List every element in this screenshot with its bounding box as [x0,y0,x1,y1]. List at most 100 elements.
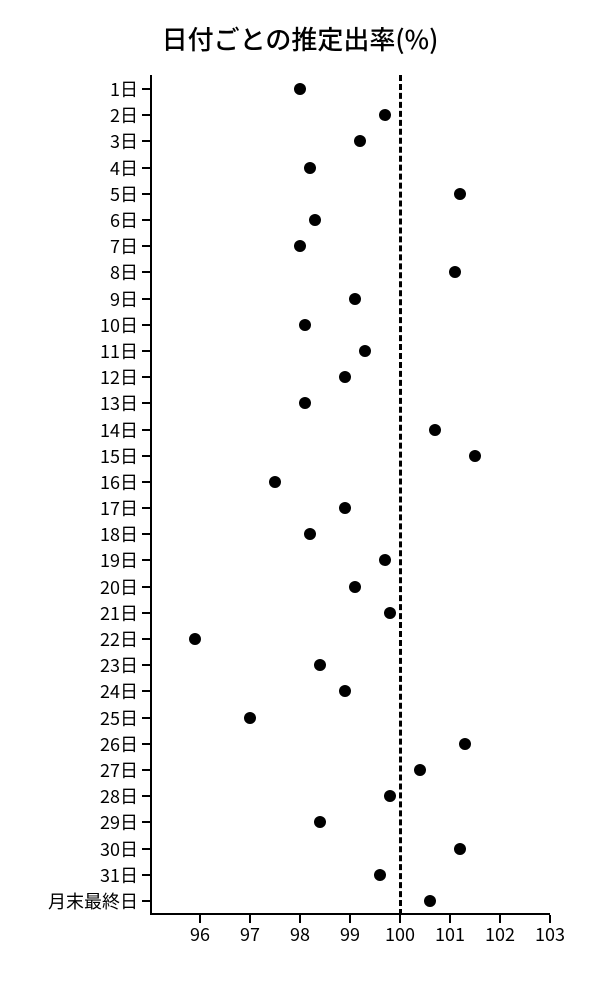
y-tick [142,271,150,273]
y-tick [142,743,150,745]
data-point [379,554,391,566]
data-point [339,502,351,514]
y-tick [142,193,150,195]
y-tick-label: 6日 [110,207,138,233]
data-point [424,895,436,907]
data-point [469,450,481,462]
y-tick-label: 26日 [100,731,138,757]
y-tick-label: 31日 [100,862,138,888]
y-tick [142,821,150,823]
data-point [299,319,311,331]
y-tick [142,140,150,142]
data-point [414,764,426,776]
data-point [314,816,326,828]
y-tick-label: 12日 [100,364,138,390]
y-tick [142,350,150,352]
y-tick [142,298,150,300]
x-tick-label: 100 [385,921,415,947]
plot-area: 96979899100101102103 [150,75,550,915]
data-point [454,188,466,200]
y-tick-label: 3日 [110,128,138,154]
data-point [339,371,351,383]
data-point [294,83,306,95]
data-point [359,345,371,357]
x-tick-label: 101 [435,921,465,947]
data-point [189,633,201,645]
y-tick [142,219,150,221]
y-tick-label: 8日 [110,259,138,285]
y-tick-label: 11日 [100,338,138,364]
data-point [314,659,326,671]
y-tick [142,717,150,719]
y-tick-label: 15日 [100,443,138,469]
y-tick [142,88,150,90]
y-tick-label: 30日 [100,836,138,862]
y-tick-label: 1日 [110,76,138,102]
chart-title: 日付ごとの推定出率(%) [0,20,600,57]
y-tick [142,533,150,535]
data-point [459,738,471,750]
data-point [309,214,321,226]
y-tick [142,324,150,326]
data-point [384,607,396,619]
y-tick-label: 24日 [100,678,138,704]
data-point [454,843,466,855]
x-tick-label: 97 [240,921,260,947]
y-tick [142,402,150,404]
x-tick-label: 102 [485,921,515,947]
y-tick-label: 10日 [100,312,138,338]
x-tick-label: 96 [190,921,210,947]
y-tick-label: 22日 [100,626,138,652]
x-tick-label: 103 [535,921,565,947]
data-point [299,397,311,409]
y-tick-label: 7日 [110,233,138,259]
data-point [339,685,351,697]
reference-line [399,75,402,915]
x-tick-label: 98 [290,921,310,947]
y-tick [142,114,150,116]
data-point [374,869,386,881]
x-tick-label: 99 [340,921,360,947]
y-tick-label: 4日 [110,155,138,181]
y-tick [142,559,150,561]
y-tick-label: 13日 [100,390,138,416]
y-tick-label: 23日 [100,652,138,678]
y-tick-label: 17日 [100,495,138,521]
y-tick [142,376,150,378]
y-tick [142,900,150,902]
y-tick-label: 9日 [110,286,138,312]
data-point [384,790,396,802]
y-tick-label: 14日 [100,417,138,443]
y-tick-label: 18日 [100,521,138,547]
y-tick-label: 2日 [110,102,138,128]
y-tick [142,481,150,483]
y-tick [142,848,150,850]
data-point [354,135,366,147]
data-point [429,424,441,436]
data-point [379,109,391,121]
chart-container: 日付ごとの推定出率(%) 96979899100101102103 1日2日3日… [0,0,600,1000]
y-tick [142,455,150,457]
y-tick [142,638,150,640]
data-point [244,712,256,724]
data-point [304,162,316,174]
data-point [294,240,306,252]
y-tick-label: 28日 [100,783,138,809]
y-tick-label: 20日 [100,574,138,600]
y-tick-label: 29日 [100,809,138,835]
data-point [349,293,361,305]
data-point [449,266,461,278]
y-tick [142,429,150,431]
y-tick-label: 月末最終日 [48,888,138,914]
y-tick-label: 25日 [100,705,138,731]
y-tick [142,795,150,797]
data-point [349,581,361,593]
y-tick [142,167,150,169]
y-tick [142,586,150,588]
y-tick [142,874,150,876]
y-tick-label: 19日 [100,547,138,573]
y-tick-label: 5日 [110,181,138,207]
y-tick [142,612,150,614]
y-tick [142,690,150,692]
y-tick [142,245,150,247]
